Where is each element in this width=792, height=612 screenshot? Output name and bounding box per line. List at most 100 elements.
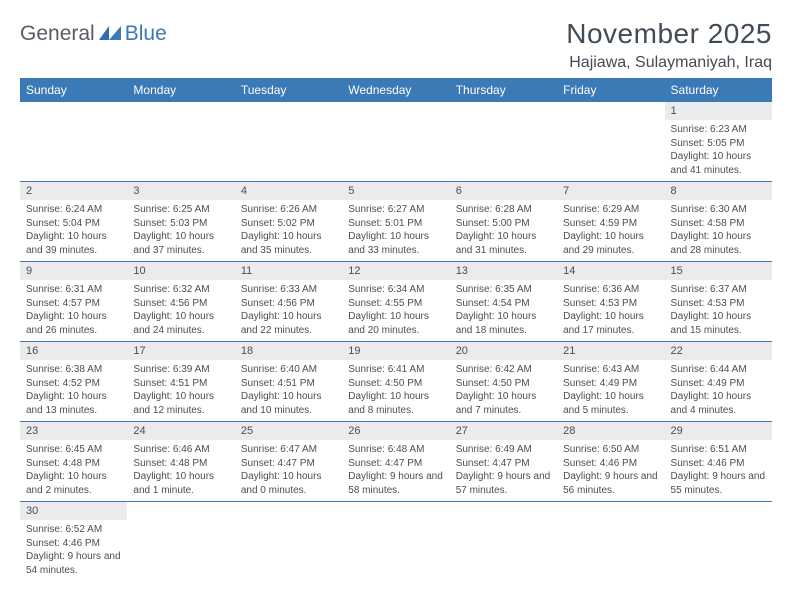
calendar-cell — [450, 502, 557, 582]
sunset-text: Sunset: 4:59 PM — [563, 217, 658, 231]
day-header: Sunday — [20, 78, 127, 102]
day-number: 2 — [20, 182, 127, 200]
logo-text-general: General — [20, 22, 95, 46]
calendar-week-row: 2Sunrise: 6:24 AMSunset: 5:04 PMDaylight… — [20, 182, 772, 262]
calendar-cell: 11Sunrise: 6:33 AMSunset: 4:56 PMDayligh… — [235, 262, 342, 342]
daylight-text: Daylight: 9 hours and 58 minutes. — [348, 470, 443, 497]
day-details: Sunrise: 6:52 AMSunset: 4:46 PMDaylight:… — [20, 520, 127, 581]
calendar-cell: 13Sunrise: 6:35 AMSunset: 4:54 PMDayligh… — [450, 262, 557, 342]
sunrise-text: Sunrise: 6:26 AM — [241, 203, 336, 217]
sunrise-text: Sunrise: 6:39 AM — [133, 363, 228, 377]
calendar-week-row: 23Sunrise: 6:45 AMSunset: 4:48 PMDayligh… — [20, 422, 772, 502]
sunrise-text: Sunrise: 6:31 AM — [26, 283, 121, 297]
sunset-text: Sunset: 4:56 PM — [241, 297, 336, 311]
sunset-text: Sunset: 4:47 PM — [456, 457, 551, 471]
calendar-cell — [235, 102, 342, 182]
day-header: Wednesday — [342, 78, 449, 102]
calendar-cell: 6Sunrise: 6:28 AMSunset: 5:00 PMDaylight… — [450, 182, 557, 262]
sunrise-text: Sunrise: 6:50 AM — [563, 443, 658, 457]
sunrise-text: Sunrise: 6:45 AM — [26, 443, 121, 457]
month-title: November 2025 — [566, 18, 772, 50]
daylight-text: Daylight: 10 hours and 0 minutes. — [241, 470, 336, 497]
day-details: Sunrise: 6:51 AMSunset: 4:46 PMDaylight:… — [665, 440, 772, 501]
sunrise-text: Sunrise: 6:37 AM — [671, 283, 766, 297]
calendar-cell: 9Sunrise: 6:31 AMSunset: 4:57 PMDaylight… — [20, 262, 127, 342]
daylight-text: Daylight: 10 hours and 41 minutes. — [671, 150, 766, 177]
sunrise-text: Sunrise: 6:29 AM — [563, 203, 658, 217]
day-details: Sunrise: 6:49 AMSunset: 4:47 PMDaylight:… — [450, 440, 557, 501]
calendar-cell: 28Sunrise: 6:50 AMSunset: 4:46 PMDayligh… — [557, 422, 664, 502]
calendar-cell: 21Sunrise: 6:43 AMSunset: 4:49 PMDayligh… — [557, 342, 664, 422]
daylight-text: Daylight: 10 hours and 20 minutes. — [348, 310, 443, 337]
day-header: Friday — [557, 78, 664, 102]
calendar-cell: 23Sunrise: 6:45 AMSunset: 4:48 PMDayligh… — [20, 422, 127, 502]
day-number: 10 — [127, 262, 234, 280]
day-details: Sunrise: 6:34 AMSunset: 4:55 PMDaylight:… — [342, 280, 449, 341]
sunrise-text: Sunrise: 6:27 AM — [348, 203, 443, 217]
calendar-cell: 16Sunrise: 6:38 AMSunset: 4:52 PMDayligh… — [20, 342, 127, 422]
day-number: 21 — [557, 342, 664, 360]
sunset-text: Sunset: 5:05 PM — [671, 137, 766, 151]
day-details: Sunrise: 6:45 AMSunset: 4:48 PMDaylight:… — [20, 440, 127, 501]
daylight-text: Daylight: 10 hours and 12 minutes. — [133, 390, 228, 417]
day-details: Sunrise: 6:41 AMSunset: 4:50 PMDaylight:… — [342, 360, 449, 421]
daylight-text: Daylight: 10 hours and 39 minutes. — [26, 230, 121, 257]
daylight-text: Daylight: 10 hours and 33 minutes. — [348, 230, 443, 257]
day-header: Thursday — [450, 78, 557, 102]
daylight-text: Daylight: 10 hours and 31 minutes. — [456, 230, 551, 257]
daylight-text: Daylight: 10 hours and 2 minutes. — [26, 470, 121, 497]
day-number: 18 — [235, 342, 342, 360]
day-details: Sunrise: 6:42 AMSunset: 4:50 PMDaylight:… — [450, 360, 557, 421]
day-number: 20 — [450, 342, 557, 360]
sunrise-text: Sunrise: 6:43 AM — [563, 363, 658, 377]
day-details: Sunrise: 6:32 AMSunset: 4:56 PMDaylight:… — [127, 280, 234, 341]
calendar-table: Sunday Monday Tuesday Wednesday Thursday… — [20, 78, 772, 581]
sunset-text: Sunset: 4:53 PM — [671, 297, 766, 311]
day-details: Sunrise: 6:44 AMSunset: 4:49 PMDaylight:… — [665, 360, 772, 421]
calendar-cell: 8Sunrise: 6:30 AMSunset: 4:58 PMDaylight… — [665, 182, 772, 262]
day-details: Sunrise: 6:24 AMSunset: 5:04 PMDaylight:… — [20, 200, 127, 261]
daylight-text: Daylight: 10 hours and 26 minutes. — [26, 310, 121, 337]
day-number: 8 — [665, 182, 772, 200]
sunset-text: Sunset: 4:48 PM — [133, 457, 228, 471]
sunset-text: Sunset: 4:50 PM — [348, 377, 443, 391]
calendar-cell: 5 Sunrise: 6:27 AMSunset: 5:01 PMDaylight… — [342, 182, 449, 262]
day-number: 25 — [235, 422, 342, 440]
sunrise-text: Sunrise: 6:25 AM — [133, 203, 228, 217]
day-details: Sunrise: 6:30 AMSunset: 4:58 PMDaylight:… — [665, 200, 772, 261]
sunrise-text: Sunrise: 6:44 AM — [671, 363, 766, 377]
day-number: 6 — [450, 182, 557, 200]
daylight-text: Daylight: 10 hours and 28 minutes. — [671, 230, 766, 257]
calendar-week-row: 9Sunrise: 6:31 AMSunset: 4:57 PMDaylight… — [20, 262, 772, 342]
sunset-text: Sunset: 4:50 PM — [456, 377, 551, 391]
sunrise-text: Sunrise: 6:51 AM — [671, 443, 766, 457]
day-details: Sunrise: 6:43 AMSunset: 4:49 PMDaylight:… — [557, 360, 664, 421]
day-details: Sunrise: 6:48 AMSunset: 4:47 PMDaylight:… — [342, 440, 449, 501]
sunset-text: Sunset: 4:51 PM — [241, 377, 336, 391]
sunset-text: Sunset: 5:01 PM — [348, 217, 443, 231]
day-number: 3 — [127, 182, 234, 200]
day-number: 23 — [20, 422, 127, 440]
calendar-cell: 4Sunrise: 6:26 AMSunset: 5:02 PMDaylight… — [235, 182, 342, 262]
daylight-text: Daylight: 10 hours and 35 minutes. — [241, 230, 336, 257]
daylight-text: Daylight: 10 hours and 5 minutes. — [563, 390, 658, 417]
day-details: Sunrise: 6:47 AMSunset: 4:47 PMDaylight:… — [235, 440, 342, 501]
sunset-text: Sunset: 4:46 PM — [563, 457, 658, 471]
day-details: Sunrise: 6:28 AMSunset: 5:00 PMDaylight:… — [450, 200, 557, 261]
sunrise-text: Sunrise: 6:42 AM — [456, 363, 551, 377]
calendar-cell: 18Sunrise: 6:40 AMSunset: 4:51 PMDayligh… — [235, 342, 342, 422]
day-details: Sunrise: 6:46 AMSunset: 4:48 PMDaylight:… — [127, 440, 234, 501]
daylight-text: Daylight: 10 hours and 13 minutes. — [26, 390, 121, 417]
daylight-text: Daylight: 10 hours and 17 minutes. — [563, 310, 658, 337]
header-row: General Blue November 2025 Hajiawa, Sula… — [20, 18, 772, 72]
daylight-text: Daylight: 9 hours and 56 minutes. — [563, 470, 658, 497]
calendar-cell — [127, 102, 234, 182]
day-number: 29 — [665, 422, 772, 440]
daylight-text: Daylight: 10 hours and 10 minutes. — [241, 390, 336, 417]
calendar-week-row: 30Sunrise: 6:52 AMSunset: 4:46 PMDayligh… — [20, 502, 772, 582]
sunset-text: Sunset: 4:57 PM — [26, 297, 121, 311]
sunset-text: Sunset: 4:49 PM — [563, 377, 658, 391]
day-number: 5 — [342, 182, 449, 200]
sunrise-text: Sunrise: 6:47 AM — [241, 443, 336, 457]
daylight-text: Daylight: 10 hours and 24 minutes. — [133, 310, 228, 337]
